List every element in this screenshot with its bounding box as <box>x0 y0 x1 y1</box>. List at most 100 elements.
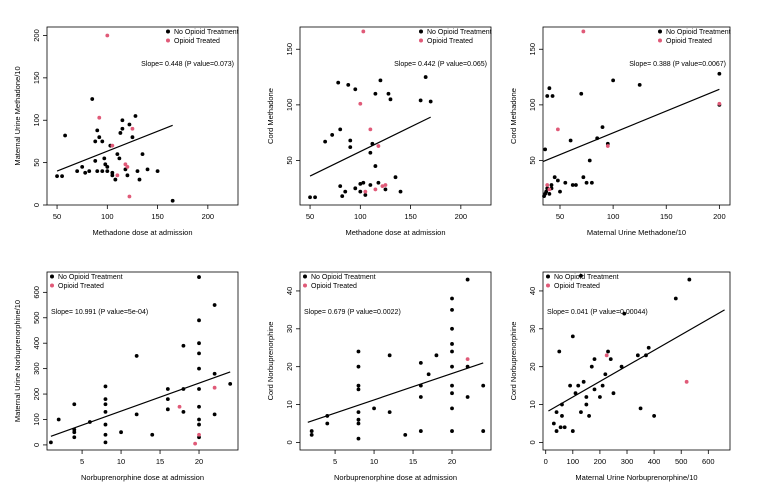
data-point <box>600 383 605 388</box>
data-point <box>155 169 160 173</box>
y-tick-label: 0 <box>285 440 294 444</box>
series-opioid-treated <box>545 29 722 192</box>
data-point <box>193 441 198 446</box>
chart-panel-2: 50 100 150 200 50 100 150 Methadone dose at adm… <box>266 26 492 237</box>
data-point <box>181 343 186 348</box>
legend-marker <box>50 283 54 288</box>
y-axis-label: Cord Methadone <box>509 88 518 144</box>
data-point <box>581 379 586 384</box>
data-point <box>376 180 381 185</box>
data-point <box>434 353 439 358</box>
data-point <box>228 381 233 386</box>
y-tick-label: 100 <box>32 413 41 426</box>
legend-label: Opioid Treated <box>58 283 104 290</box>
data-point <box>72 435 77 440</box>
data-point <box>619 364 624 369</box>
data-point <box>56 417 61 422</box>
data-point <box>563 180 568 185</box>
x-tick-label: 10 <box>370 457 378 466</box>
y-axis: 50 100 150 <box>285 43 300 165</box>
data-point <box>113 177 118 182</box>
data-point <box>348 138 353 143</box>
data-point <box>103 409 108 414</box>
data-point <box>125 164 130 169</box>
data-point <box>110 143 115 148</box>
legend-marker <box>546 274 550 279</box>
legend-label: Opioid Treated <box>427 38 473 45</box>
slope-annotation: Slope= 0.679 (P value=0.0022) <box>304 309 401 316</box>
data-point <box>181 409 186 414</box>
data-point <box>418 360 423 365</box>
data-point <box>115 152 120 157</box>
data-point <box>635 353 640 358</box>
y-tick-label: 10 <box>285 400 294 408</box>
data-point <box>80 164 85 169</box>
data-point <box>428 99 433 104</box>
data-point <box>346 82 351 87</box>
data-point <box>604 353 609 358</box>
x-tick-label: 15 <box>156 457 164 466</box>
data-point <box>551 421 556 426</box>
data-point <box>684 379 689 384</box>
data-point <box>638 406 643 411</box>
data-point <box>605 144 610 148</box>
data-point <box>587 158 592 163</box>
data-point <box>127 194 132 199</box>
data-point <box>165 397 170 402</box>
y-tick-label: 40 <box>285 287 294 295</box>
legend-label: No Opioid Treatment <box>58 274 123 281</box>
data-point <box>570 429 575 433</box>
series-no-opioid-treatment <box>308 75 433 200</box>
data-point <box>323 139 328 144</box>
data-point <box>197 432 201 437</box>
data-point <box>165 407 170 412</box>
data-point <box>570 183 575 187</box>
x-tick-label: 200 <box>594 457 607 466</box>
data-point <box>361 29 366 34</box>
data-point <box>622 311 627 316</box>
x-tick-label: 600 <box>702 457 715 466</box>
legend: No Opioid Treatment Opioid Treated <box>419 29 492 45</box>
data-point <box>558 189 562 194</box>
data-point <box>644 353 648 358</box>
data-point <box>177 404 182 409</box>
y-axis-label: Maternal Urine Methadone/10 <box>13 66 22 165</box>
legend-label: No Opioid Treatment <box>174 29 239 36</box>
data-point <box>103 384 108 389</box>
data-point <box>481 429 486 433</box>
regression-line <box>548 309 725 412</box>
chart-panel-6: 0 100 200 300 400 500 600 0 10 20 30 40 Maternal Uri… <box>509 271 731 482</box>
data-point <box>363 189 368 194</box>
data-point <box>652 414 657 418</box>
data-point <box>119 430 123 435</box>
y-tick-label: 20 <box>528 363 537 371</box>
y-tick-label: 0 <box>32 443 41 447</box>
data-point <box>340 194 345 199</box>
plot-frame <box>542 26 731 206</box>
data-point <box>717 101 722 106</box>
data-point <box>380 184 385 188</box>
x-tick-label: 100 <box>567 457 580 466</box>
data-point <box>308 195 312 200</box>
x-axis-label: Norbuprenorphine dose at admission <box>81 473 204 482</box>
data-point <box>368 183 373 187</box>
data-point <box>450 383 454 388</box>
chart-panel-5: 5 10 15 20 0 10 20 30 40 Norbuprenorphine dose at… <box>266 271 492 482</box>
y-axis: 0 10 20 30 40 <box>528 287 543 445</box>
data-point <box>338 184 343 188</box>
y-tick-label: 200 <box>32 29 41 42</box>
data-point <box>197 318 201 323</box>
data-point <box>197 387 201 391</box>
regression-line <box>50 371 231 437</box>
y-tick-label: 10 <box>528 400 537 408</box>
data-point <box>212 303 217 307</box>
legend-marker <box>658 29 662 34</box>
regression-line <box>56 124 173 172</box>
data-point <box>387 353 392 358</box>
slope-annotation: Slope= 10.991 (P value=5e-04) <box>51 309 148 316</box>
data-point <box>353 87 358 92</box>
data-point <box>573 391 578 396</box>
data-point <box>336 80 341 85</box>
y-tick-label: 0 <box>32 203 41 207</box>
